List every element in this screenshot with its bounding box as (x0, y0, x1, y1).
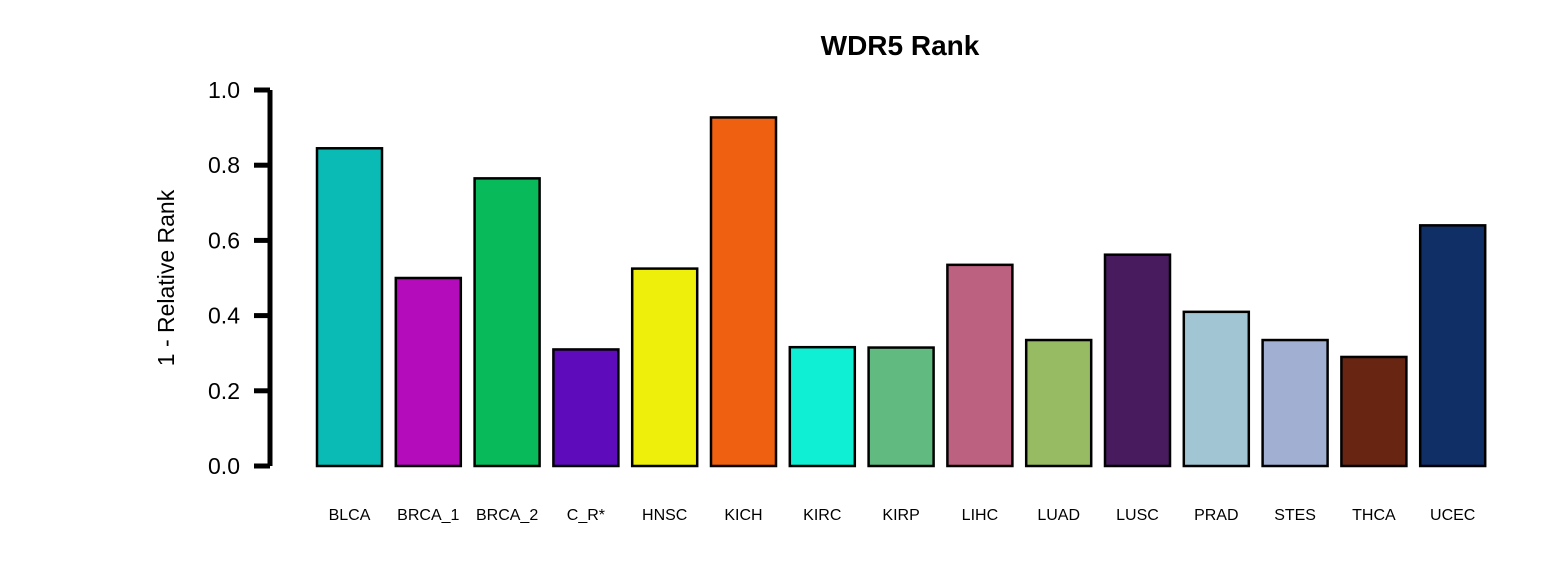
bar-hnsc (630, 267, 699, 468)
bar-prad (1182, 310, 1251, 468)
x-tick-label: BRCA_1 (397, 507, 459, 524)
x-tick-label: C_R* (567, 507, 605, 524)
x-tick-label: LUAD (1037, 507, 1080, 524)
y-tick-label: 0.0 (208, 453, 240, 479)
bar-stes (1261, 338, 1329, 468)
x-tick-label: THCA (1352, 507, 1396, 524)
y-tick-label: 1.0 (208, 77, 240, 103)
y-axis-ticks: 0.0 0.2 0.4 0.6 0.8 1.0 (208, 77, 270, 479)
bar-lihc (946, 263, 1014, 468)
x-tick-label: KIRP (882, 507, 919, 524)
bar-kich (709, 116, 778, 468)
bar-series (315, 116, 1487, 468)
x-tick-label: UCEC (1430, 507, 1475, 524)
x-tick-label: LUSC (1116, 507, 1159, 524)
bar-c-r (552, 348, 620, 468)
x-tick-label: KICH (724, 507, 762, 524)
x-tick-label: STES (1274, 507, 1316, 524)
x-tick-label: KIRC (803, 507, 841, 524)
x-tick-label: BLCA (329, 507, 371, 524)
chart-title: WDR5 Rank (821, 30, 980, 61)
x-tick-label: PRAD (1194, 507, 1238, 524)
y-tick-label: 0.6 (208, 227, 240, 253)
y-tick-label: 0.2 (208, 378, 240, 404)
bar-blca (315, 147, 384, 468)
bar-brca-1 (394, 276, 463, 468)
y-axis-label: 1 - Relative Rank (153, 189, 179, 366)
bar-kirp (867, 346, 935, 468)
bar-luad (1024, 338, 1093, 468)
x-tick-label: HNSC (642, 507, 687, 524)
x-tick-label: BRCA_2 (476, 507, 538, 524)
y-tick-label: 0.8 (208, 152, 240, 178)
bar-lusc (1103, 253, 1172, 468)
bar-thca (1340, 355, 1408, 468)
bar-ucec (1418, 224, 1487, 468)
y-tick-label: 0.4 (208, 303, 240, 329)
bar-kirc (788, 345, 857, 468)
bar-brca-2 (473, 177, 541, 468)
x-axis-labels: BLCA BRCA_1 BRCA_2 C_R* HNSC KICH KIRC KIRP LIHC… (329, 507, 1476, 524)
x-tick-label: LIHC (962, 507, 998, 524)
